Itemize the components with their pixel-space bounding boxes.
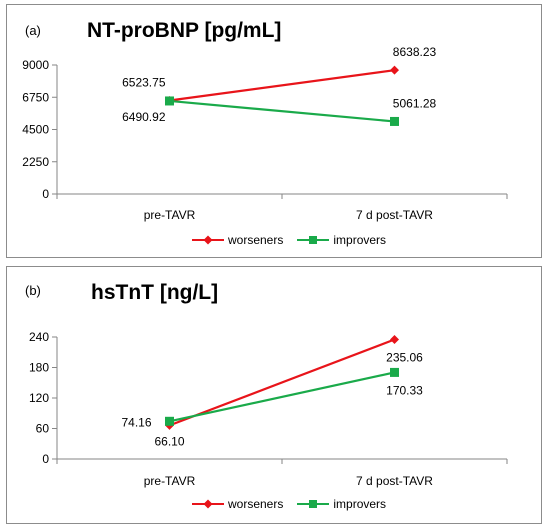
legend-label: improvers (333, 497, 387, 511)
x-tick-label: pre-TAVR (144, 208, 196, 222)
data-label: 6490.92 (122, 110, 166, 124)
legend-item-improvers: improvers (297, 233, 386, 247)
panel-label: (b) (25, 283, 41, 298)
legend-item-worseners: worseners (192, 233, 283, 247)
series-line-improvers (169, 371, 395, 423)
data-label: 8638.23 (393, 45, 437, 59)
x-tick-label: 7 d post-TAVR (356, 474, 433, 488)
chart-plot: 0 60 120 180 240 pre-TAVR 7 d post-TAVR 66.10 23… (29, 330, 508, 488)
data-point-worseners (390, 65, 399, 75)
y-tick-label: 9000 (22, 58, 49, 72)
legend-item-worseners: worseners (192, 497, 283, 511)
y-tick-label: 0 (42, 187, 49, 201)
data-label: 74.16 (121, 415, 151, 429)
legend-swatch-worseners (192, 235, 224, 245)
series-line-worseners (169, 338, 395, 427)
x-tick-label: pre-TAVR (144, 474, 196, 488)
chart-title: hsTnT [ng/L] (91, 281, 219, 304)
y-tick-label: 180 (29, 361, 49, 375)
chart-plot: 0 2250 4500 6750 9000 pre-TAVR 7 d post-TAVR 65… (22, 45, 508, 222)
data-point-improvers (390, 116, 399, 126)
legend-label: improvers (333, 233, 387, 247)
chart-panel-a: (a) NT-proBNP [pg/mL] 0 2250 4500 6750 9000 p… (6, 4, 542, 258)
legend-swatch-improvers (297, 500, 330, 508)
y-tick-label: 120 (29, 391, 49, 405)
x-tick-label: 7 d post-TAVR (356, 208, 433, 222)
legend: worseners improvers (192, 497, 400, 511)
data-label: 6523.75 (122, 75, 166, 89)
series-line-improvers (169, 99, 395, 123)
data-label: 235.06 (386, 351, 423, 365)
y-tick-label: 240 (29, 330, 49, 344)
data-point-worseners (390, 335, 399, 345)
chart-title: NT-proBNP [pg/mL] (87, 19, 282, 42)
legend-swatch-worseners (192, 499, 224, 509)
legend-label: worseners (228, 233, 284, 247)
legend-item-improvers: improvers (297, 497, 386, 511)
y-tick-label: 4500 (22, 123, 49, 137)
legend: worseners improvers (192, 233, 400, 247)
data-point-improvers (390, 367, 399, 377)
panel-label: (a) (25, 23, 41, 38)
chart-panel-b: (b) hsTnT [ng/L] 0 60 120 180 240 pre-TAVR 7 d… (6, 266, 542, 524)
legend-swatch-improvers (297, 236, 330, 244)
y-tick-label: 2250 (22, 155, 49, 169)
legend-label: worseners (228, 497, 284, 511)
data-point-improvers (165, 416, 174, 426)
data-label: 5061.28 (393, 96, 437, 110)
data-label: 66.10 (154, 434, 184, 448)
y-tick-label: 6750 (22, 90, 49, 104)
y-tick-label: 60 (36, 422, 50, 436)
series-line-worseners (169, 69, 395, 102)
data-label: 170.33 (386, 383, 423, 397)
y-tick-label: 0 (42, 452, 49, 466)
data-point-improvers (165, 96, 174, 106)
